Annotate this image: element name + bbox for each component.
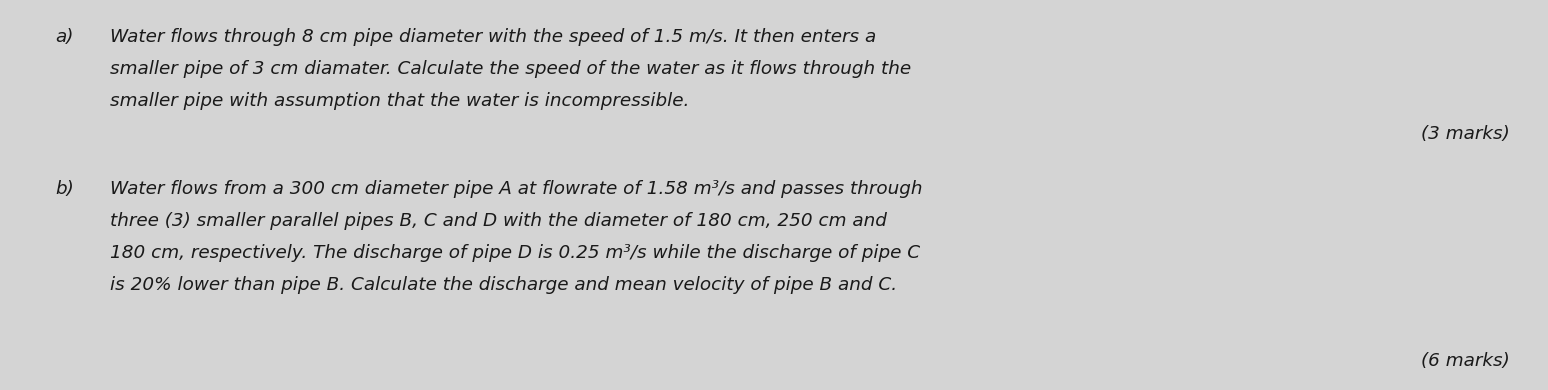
Text: 180 cm, respectively. The discharge of pipe D is 0.25 m³/s while the discharge o: 180 cm, respectively. The discharge of p… — [110, 244, 920, 262]
Text: a): a) — [56, 28, 73, 46]
Text: smaller pipe of 3 cm diamater. Calculate the speed of the water as it flows thro: smaller pipe of 3 cm diamater. Calculate… — [110, 60, 912, 78]
Text: Water flows through 8 cm pipe diameter with the speed of 1.5 m/s. It then enters: Water flows through 8 cm pipe diameter w… — [110, 28, 876, 46]
Text: Water flows from a 300 cm diameter pipe A at flowrate of 1.58 m³/s and passes th: Water flows from a 300 cm diameter pipe … — [110, 180, 923, 198]
Text: smaller pipe with assumption that the water is incompressible.: smaller pipe with assumption that the wa… — [110, 92, 689, 110]
Text: (6 marks): (6 marks) — [1421, 352, 1509, 370]
Text: is 20% lower than pipe B. Calculate the discharge and mean velocity of pipe B an: is 20% lower than pipe B. Calculate the … — [110, 276, 898, 294]
Text: three (3) smaller parallel pipes B, C and D with the diameter of 180 cm, 250 cm : three (3) smaller parallel pipes B, C an… — [110, 212, 887, 230]
Text: (3 marks): (3 marks) — [1421, 125, 1509, 143]
Text: b): b) — [56, 180, 74, 198]
